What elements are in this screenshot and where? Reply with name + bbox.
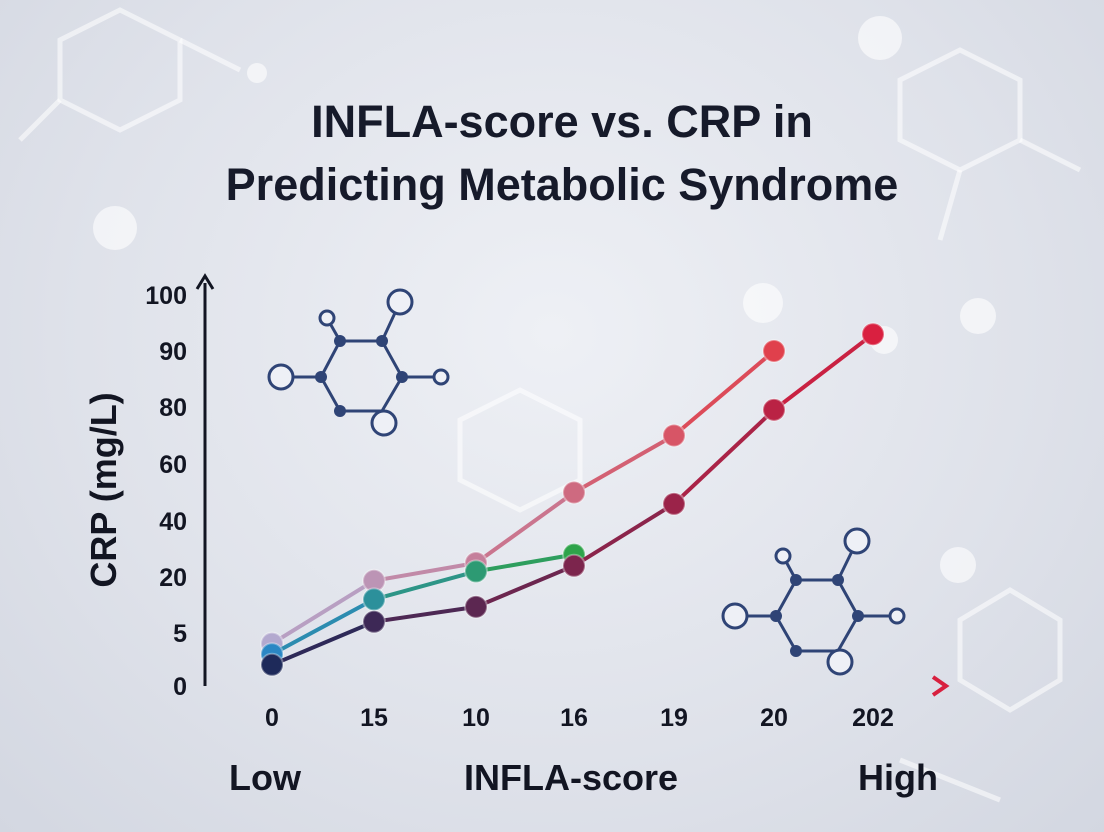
y-tick-label: 60 bbox=[159, 451, 187, 479]
series-teal-green-point bbox=[464, 559, 488, 584]
series-navy-orange-red-segment bbox=[672, 407, 776, 506]
y-tick-labels: 0 5 20 40 60 80 90 100 bbox=[145, 282, 187, 701]
y-tick-label: 5 bbox=[173, 620, 187, 648]
background-molecule-pattern bbox=[18, 7, 1082, 803]
series-navy-orange-red-point bbox=[662, 491, 686, 516]
molecule-icon-right bbox=[721, 527, 906, 676]
series-navy-orange-red bbox=[260, 322, 885, 677]
series-teal-green-point bbox=[362, 587, 386, 612]
y-tick-label: 90 bbox=[159, 338, 187, 366]
series-lavender-red-segment bbox=[270, 578, 376, 646]
series-teal-green-segment bbox=[270, 597, 376, 657]
series-navy-orange-red-point bbox=[861, 322, 885, 347]
x-tick-labels: 0 15 10 16 19 20 202 bbox=[265, 704, 894, 732]
x-axis-arrow bbox=[931, 675, 950, 697]
series-navy-orange-red-segment bbox=[270, 619, 376, 667]
x-tick-label: 10 bbox=[462, 704, 490, 732]
series-navy-orange-red-point bbox=[464, 594, 488, 619]
x-axis-low-label: Low bbox=[229, 757, 302, 798]
series-lavender-red-segment bbox=[372, 561, 478, 583]
series-navy-orange-red-point bbox=[260, 652, 284, 677]
y-tick-label: 100 bbox=[145, 282, 187, 310]
y-axis-label: CRP (mg/L) bbox=[83, 392, 124, 587]
x-tick-label: 16 bbox=[560, 704, 588, 732]
series-lavender-red-point bbox=[662, 423, 686, 448]
x-axis-label: INFLA-score bbox=[464, 757, 678, 798]
series-layer bbox=[260, 322, 885, 677]
series-lavender-red bbox=[260, 339, 786, 656]
background-molecule-nodes bbox=[93, 16, 996, 583]
series-navy-orange-red-segment bbox=[772, 332, 875, 412]
series-navy-orange-red-point bbox=[762, 397, 786, 422]
series-lavender-red-point bbox=[562, 480, 586, 505]
y-tick-label: 20 bbox=[159, 564, 187, 592]
molecule-icon-left bbox=[267, 288, 450, 437]
series-navy-orange-red-point bbox=[562, 553, 586, 578]
x-tick-label: 20 bbox=[760, 704, 788, 732]
y-tick-label: 0 bbox=[173, 673, 187, 701]
series-navy-orange-red-segment bbox=[572, 501, 676, 568]
series-navy-orange-red-segment bbox=[474, 563, 576, 609]
series-teal-green-segment bbox=[372, 569, 478, 602]
series-navy-orange-red-segment bbox=[372, 604, 478, 624]
series-lavender-red-segment bbox=[474, 490, 576, 565]
series-teal-green-segment bbox=[474, 552, 576, 574]
series-lavender-red-segment bbox=[572, 433, 676, 495]
series-navy-orange-red-point bbox=[362, 609, 386, 634]
x-tick-label: 19 bbox=[660, 704, 688, 732]
x-tick-label: 15 bbox=[360, 704, 388, 732]
series-lavender-red-point bbox=[762, 339, 786, 363]
y-tick-label: 80 bbox=[159, 394, 187, 422]
chart-title-line-1: INFLA-score vs. CRP in bbox=[311, 96, 813, 147]
x-axis-high-label: High bbox=[858, 757, 938, 798]
x-tick-label: 0 bbox=[265, 704, 279, 732]
chart-title-line-2: Predicting Metabolic Syndrome bbox=[226, 159, 899, 210]
series-lavender-red-segment bbox=[672, 349, 776, 438]
y-tick-label: 40 bbox=[159, 508, 187, 536]
x-tick-label: 202 bbox=[852, 704, 894, 732]
y-axis-arrow bbox=[195, 273, 215, 290]
